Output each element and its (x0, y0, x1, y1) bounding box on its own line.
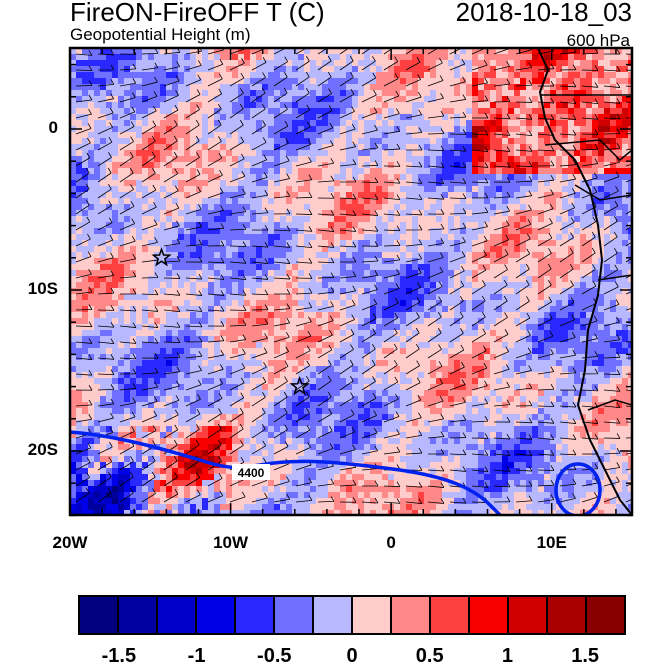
colorbar-label: -1 (188, 645, 206, 668)
colorbar-label: 1.5 (571, 645, 599, 668)
colorbar-swatch (236, 597, 273, 633)
lat-tick-label: 10S (28, 279, 58, 299)
colorbar-swatch (275, 597, 312, 633)
map-plot: 4400 (0, 0, 650, 590)
lat-tick-label: 0 (49, 118, 58, 138)
colorbar-swatch (431, 597, 468, 633)
contour-label: 4400 (238, 466, 265, 480)
colorbar-label: 1 (502, 645, 513, 668)
colorbar-label: 0.5 (416, 645, 444, 668)
colorbar-swatch (392, 597, 429, 633)
lon-tick-label: 10E (537, 533, 567, 553)
lon-tick-label: 20W (53, 533, 88, 553)
lat-tick-label: 20S (28, 440, 58, 460)
colorbar-label: -0.5 (257, 645, 291, 668)
lon-tick-label: 0 (386, 533, 395, 553)
colorbar-swatch (314, 597, 351, 633)
colorbar (78, 595, 626, 635)
colorbar-swatch (197, 597, 234, 633)
colorbar-label: 0 (346, 645, 357, 668)
colorbar-label: -1.5 (102, 645, 136, 668)
colorbar-swatch (509, 597, 546, 633)
colorbar-swatch (587, 597, 624, 633)
colorbar-swatch (158, 597, 195, 633)
lon-tick-label: 10W (213, 533, 248, 553)
colorbar-swatch (353, 597, 390, 633)
colorbar-swatch (470, 597, 507, 633)
colorbar-swatch (548, 597, 585, 633)
colorbar-swatch (119, 597, 156, 633)
colorbar-swatch (80, 597, 117, 633)
